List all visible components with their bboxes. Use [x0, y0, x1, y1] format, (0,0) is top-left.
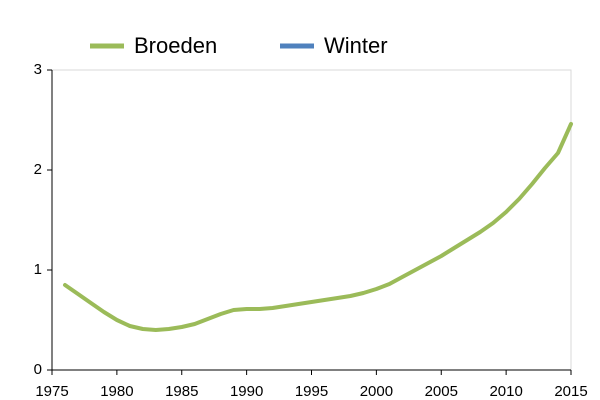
legend-label: Broeden: [134, 33, 217, 58]
y-tick-label: 1: [34, 261, 42, 278]
x-tick-label: 1995: [295, 383, 328, 400]
x-tick-label: 2010: [489, 383, 522, 400]
x-tick-label: 1975: [35, 383, 68, 400]
x-tick-label: 2015: [554, 383, 587, 400]
x-tick-label: 2005: [425, 383, 458, 400]
series-line: [63, 122, 573, 332]
y-tick-label: 2: [34, 161, 42, 178]
x-tick-label: 1985: [165, 383, 198, 400]
y-tick-label: 3: [34, 61, 42, 78]
x-tick-label: 1980: [100, 383, 133, 400]
x-tick-label: 2000: [360, 383, 393, 400]
x-tick-label: 1990: [230, 383, 263, 400]
legend-label: Winter: [324, 33, 388, 58]
y-tick-label: 0: [34, 361, 42, 378]
